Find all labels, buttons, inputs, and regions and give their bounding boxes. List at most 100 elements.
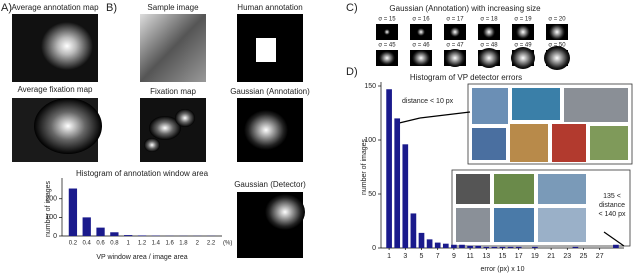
sigma-label: σ = 17 [446, 17, 464, 23]
panel-label: D) [346, 66, 358, 78]
x-tick-label: 1.8 [179, 241, 188, 247]
fixation-glow [34, 98, 102, 154]
bar [386, 89, 392, 249]
x-axis-label: VP window area / image area [96, 254, 187, 261]
image-title: Average fixation map [17, 85, 93, 94]
x-tick-label: 5 [420, 253, 424, 260]
y-axis-label: number of images [361, 138, 368, 195]
y-tick-label: 200 [45, 196, 57, 203]
bar [96, 227, 105, 236]
panel-label: B) [106, 2, 117, 14]
photo [510, 124, 548, 162]
sigma-label: σ = 18 [480, 17, 498, 23]
photo [456, 208, 490, 242]
x-tick-label: 0.6 [96, 241, 105, 247]
arrow [603, 231, 625, 247]
panel-label: A) [1, 2, 12, 14]
y-tick-label: 100 [364, 137, 376, 144]
x-tick-label: 1 [127, 241, 131, 247]
annotation-box [256, 38, 276, 62]
gaussian-thumb-glow [478, 48, 500, 68]
x-tick-label: 2 [196, 241, 200, 247]
y-tick-label: 50 [368, 191, 376, 198]
bar [475, 245, 482, 248]
photo [472, 88, 508, 124]
panel-label: C) [346, 2, 358, 14]
bar [532, 246, 538, 248]
x-tick-label: 2.2 [207, 241, 216, 247]
bar [613, 244, 619, 248]
gaussian-thumb-glow [544, 46, 570, 70]
x-tick-label: 13 [482, 253, 490, 260]
bar [410, 213, 417, 248]
gaussian-thumb-glow [379, 51, 395, 65]
x-tick-label: 7 [436, 253, 440, 260]
y-axis-label: number of images [45, 180, 52, 237]
x-tick-label: 23 [563, 253, 571, 260]
x-tick-label: 0.8 [110, 241, 119, 247]
annotation: < 140 px [598, 211, 626, 218]
bar [110, 232, 119, 236]
photo [552, 124, 586, 162]
sigma-label: σ = 19 [514, 17, 532, 23]
annotation: 135 < [603, 193, 621, 200]
annotation-glow [41, 22, 93, 70]
photo [538, 208, 586, 242]
image-title: Fixation map [150, 87, 196, 96]
y-tick-label: 0 [372, 245, 376, 252]
x-tick-label: 0.2 [69, 241, 78, 247]
gaussian-glow [265, 194, 305, 230]
x-axis-label: error (px) x 10 [481, 266, 525, 273]
sigma-label: σ = 47 [446, 43, 464, 49]
fixation-blob [175, 109, 195, 127]
y-tick-label: 150 [364, 83, 376, 90]
sigma-label: σ = 20 [548, 17, 566, 23]
image-title: Gaussian (Detector) [234, 180, 306, 189]
x-tick-label: 17 [515, 253, 523, 260]
gaussian-thumb-glow [511, 47, 535, 69]
image-title: Gaussian (Annotation) [230, 87, 310, 96]
bar [515, 246, 522, 248]
bar [491, 246, 498, 248]
bar [451, 244, 457, 248]
photo [538, 174, 586, 204]
sigma-label: σ = 50 [548, 43, 566, 49]
annotation: distance [599, 202, 625, 209]
gaussian-thumb-glow [445, 49, 465, 67]
chart-title: Histogram of annotation window area [76, 169, 209, 178]
gaussian-thumb-glow [384, 29, 390, 35]
sigma-label: σ = 46 [412, 43, 430, 49]
sigma-label: σ = 49 [514, 43, 532, 49]
sample-image [140, 14, 206, 82]
gaussian-glow [244, 110, 288, 150]
gaussian-thumb-glow [483, 26, 495, 38]
x-tick-label: 3 [403, 253, 407, 260]
panel-title: Gaussian (Annotation) with increasing si… [389, 4, 541, 13]
x-unit: (%) [223, 241, 232, 247]
bar [507, 246, 514, 248]
bar [418, 232, 425, 248]
x-tick-label: 11 [466, 253, 473, 260]
x-tick-label: 0.4 [83, 241, 92, 247]
bar [499, 246, 506, 248]
bar [572, 246, 579, 248]
x-tick-label: 25 [580, 253, 588, 260]
x-tick-label: 19 [531, 253, 539, 260]
bar [394, 118, 401, 249]
gaussian-thumb-glow [549, 24, 565, 40]
y-tick-label: 0 [53, 233, 57, 240]
photo [472, 128, 506, 160]
photo [564, 88, 628, 122]
bar [434, 242, 441, 248]
x-tick-label: 9 [452, 253, 456, 260]
bar [68, 188, 78, 236]
chart-title: Histogram of VP detector errors [410, 73, 522, 82]
x-tick-label: 1.2 [138, 241, 147, 247]
bar [124, 235, 133, 236]
gaussian-thumb-glow [516, 25, 530, 39]
x-tick-label: 1.4 [152, 241, 161, 247]
photo [494, 208, 534, 242]
photo [512, 88, 560, 120]
